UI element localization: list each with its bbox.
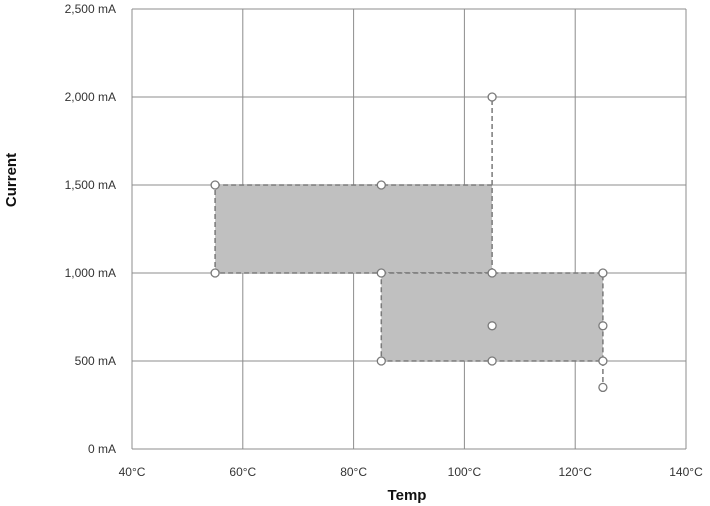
- y-tick-label: 1,000 mA: [65, 266, 116, 280]
- data-point: [210, 180, 220, 190]
- x-tick-label: 80°C: [340, 465, 367, 479]
- y-axis-title: Current: [3, 153, 20, 207]
- data-point: [376, 356, 386, 366]
- x-tick-label: 40°C: [119, 465, 146, 479]
- data-point: [598, 321, 608, 331]
- data-point: [487, 321, 497, 331]
- y-tick-label: 1,500 mA: [65, 178, 116, 192]
- data-point: [487, 92, 497, 102]
- x-tick-label: 120°C: [558, 465, 592, 479]
- shaded-region: [214, 184, 493, 274]
- data-point: [376, 268, 386, 278]
- shaded-regions: [214, 184, 604, 362]
- shaded-region: [380, 272, 604, 362]
- x-tick-label: 140°C: [669, 465, 703, 479]
- data-point: [598, 382, 608, 393]
- data-point: [598, 356, 608, 366]
- y-tick-labels: 0 mA 500 mA 1,000 mA 1,500 mA 2,000 mA 2,500 …: [65, 2, 116, 456]
- x-tick-label: 100°C: [448, 465, 482, 479]
- y-tick-label: 0 mA: [88, 442, 116, 456]
- data-point: [487, 356, 497, 366]
- x-tick-label: 60°C: [229, 465, 256, 479]
- data-point: [376, 180, 386, 190]
- data-point: [210, 268, 220, 278]
- y-tick-label: 500 mA: [75, 354, 116, 368]
- y-tick-label: 2,000 mA: [65, 90, 116, 104]
- data-point: [487, 268, 497, 278]
- x-axis-title: Temp: [388, 487, 427, 504]
- x-tick-labels: 40°C 60°C 80°C 100°C 120°C 140°C: [119, 465, 703, 479]
- data-point: [598, 268, 608, 278]
- data-points: [210, 92, 608, 393]
- y-tick-label: 2,500 mA: [65, 2, 116, 16]
